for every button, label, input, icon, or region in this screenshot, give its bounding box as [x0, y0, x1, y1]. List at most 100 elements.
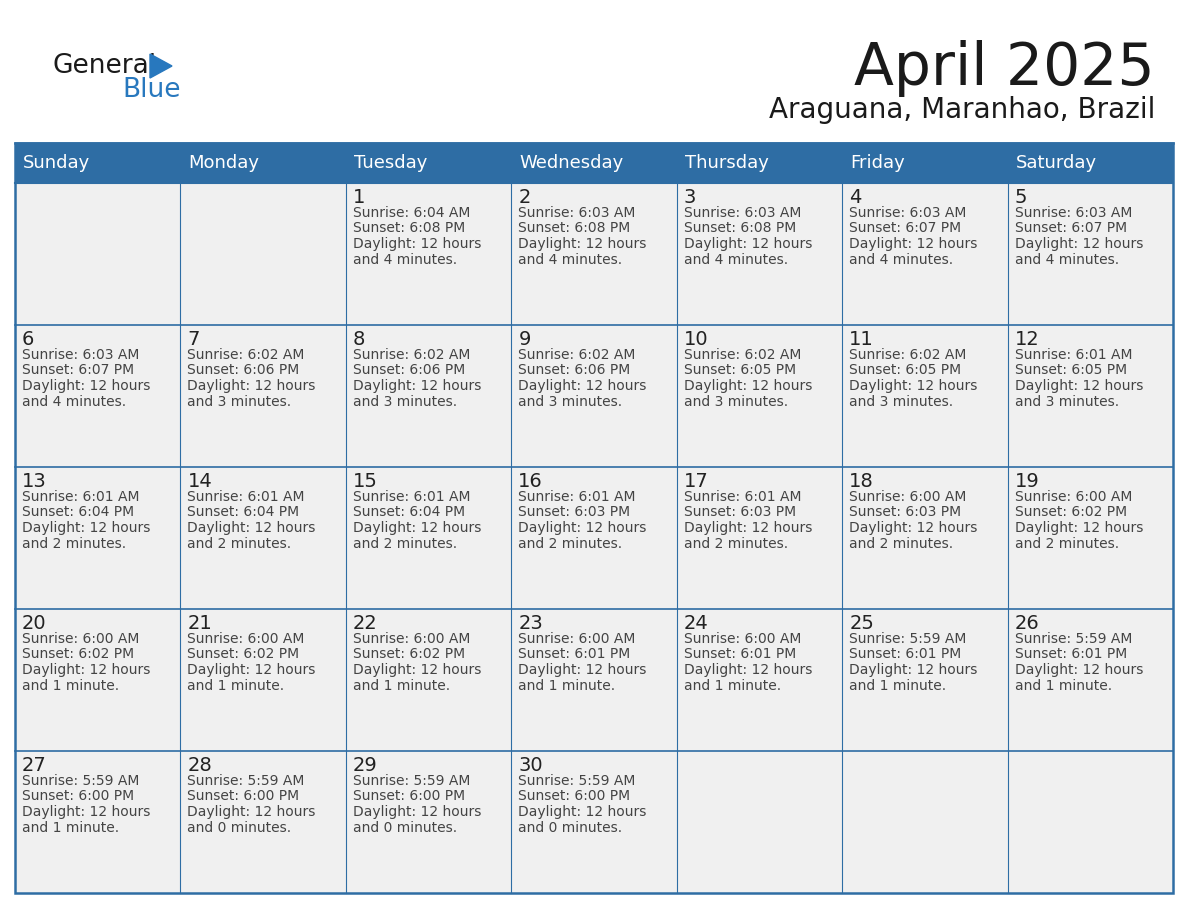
- Text: Daylight: 12 hours: Daylight: 12 hours: [684, 663, 813, 677]
- Bar: [842, 183, 1007, 325]
- Bar: [677, 609, 842, 751]
- Text: and 3 minutes.: and 3 minutes.: [188, 395, 291, 409]
- Text: 5: 5: [1015, 188, 1028, 207]
- Text: 22: 22: [353, 614, 378, 633]
- Text: and 0 minutes.: and 0 minutes.: [188, 821, 291, 834]
- Text: 6: 6: [23, 330, 34, 349]
- Text: Sunset: 6:01 PM: Sunset: 6:01 PM: [684, 647, 796, 662]
- Text: 9: 9: [518, 330, 531, 349]
- Bar: [346, 467, 511, 609]
- Text: and 1 minute.: and 1 minute.: [849, 678, 947, 692]
- Text: Daylight: 12 hours: Daylight: 12 hours: [188, 663, 316, 677]
- Bar: [346, 325, 511, 467]
- Text: and 4 minutes.: and 4 minutes.: [684, 252, 788, 266]
- Text: Daylight: 12 hours: Daylight: 12 hours: [23, 521, 151, 535]
- Text: Daylight: 12 hours: Daylight: 12 hours: [849, 237, 978, 251]
- Text: and 4 minutes.: and 4 minutes.: [849, 252, 953, 266]
- Text: 2: 2: [518, 188, 531, 207]
- Text: and 2 minutes.: and 2 minutes.: [684, 536, 788, 551]
- Text: 26: 26: [1015, 614, 1040, 633]
- Text: Sunrise: 5:59 AM: Sunrise: 5:59 AM: [188, 774, 305, 788]
- Bar: [15, 143, 1173, 893]
- Text: Sunrise: 5:59 AM: Sunrise: 5:59 AM: [518, 774, 636, 788]
- Text: 24: 24: [684, 614, 708, 633]
- Text: Sunset: 6:01 PM: Sunset: 6:01 PM: [849, 647, 961, 662]
- Bar: [511, 609, 677, 751]
- Bar: [15, 325, 181, 467]
- Text: and 2 minutes.: and 2 minutes.: [188, 536, 291, 551]
- Bar: [1007, 183, 1173, 325]
- Bar: [677, 751, 842, 893]
- Text: Sunrise: 5:59 AM: Sunrise: 5:59 AM: [23, 774, 139, 788]
- Text: Daylight: 12 hours: Daylight: 12 hours: [188, 805, 316, 819]
- Text: Saturday: Saturday: [1016, 154, 1097, 172]
- Text: Sunrise: 6:00 AM: Sunrise: 6:00 AM: [1015, 490, 1132, 504]
- Text: Daylight: 12 hours: Daylight: 12 hours: [684, 521, 813, 535]
- Text: and 1 minute.: and 1 minute.: [1015, 678, 1112, 692]
- Text: 13: 13: [23, 472, 46, 491]
- Text: Sunset: 6:00 PM: Sunset: 6:00 PM: [353, 789, 465, 803]
- Text: 23: 23: [518, 614, 543, 633]
- Text: 8: 8: [353, 330, 365, 349]
- Text: Sunday: Sunday: [23, 154, 90, 172]
- Text: Sunset: 6:03 PM: Sunset: 6:03 PM: [849, 506, 961, 520]
- Text: 29: 29: [353, 756, 378, 775]
- Text: Daylight: 12 hours: Daylight: 12 hours: [353, 805, 481, 819]
- Bar: [842, 467, 1007, 609]
- Text: Daylight: 12 hours: Daylight: 12 hours: [518, 663, 646, 677]
- Text: Sunrise: 5:59 AM: Sunrise: 5:59 AM: [849, 632, 967, 646]
- Text: Sunrise: 6:00 AM: Sunrise: 6:00 AM: [684, 632, 801, 646]
- Text: and 2 minutes.: and 2 minutes.: [23, 536, 126, 551]
- Text: Daylight: 12 hours: Daylight: 12 hours: [188, 521, 316, 535]
- Text: Sunrise: 6:03 AM: Sunrise: 6:03 AM: [518, 206, 636, 220]
- Text: 10: 10: [684, 330, 708, 349]
- Bar: [677, 183, 842, 325]
- Text: 1: 1: [353, 188, 365, 207]
- Text: 7: 7: [188, 330, 200, 349]
- Text: Sunrise: 5:59 AM: Sunrise: 5:59 AM: [353, 774, 470, 788]
- Text: Sunrise: 5:59 AM: Sunrise: 5:59 AM: [1015, 632, 1132, 646]
- Bar: [842, 325, 1007, 467]
- Text: Thursday: Thursday: [684, 154, 769, 172]
- Text: Sunrise: 6:01 AM: Sunrise: 6:01 AM: [23, 490, 139, 504]
- Text: 21: 21: [188, 614, 213, 633]
- Bar: [15, 609, 181, 751]
- Text: Sunrise: 6:00 AM: Sunrise: 6:00 AM: [849, 490, 967, 504]
- Text: and 0 minutes.: and 0 minutes.: [353, 821, 457, 834]
- Text: Sunset: 6:03 PM: Sunset: 6:03 PM: [518, 506, 631, 520]
- Text: 18: 18: [849, 472, 874, 491]
- Text: Daylight: 12 hours: Daylight: 12 hours: [849, 521, 978, 535]
- Text: and 1 minute.: and 1 minute.: [353, 678, 450, 692]
- Text: and 2 minutes.: and 2 minutes.: [518, 536, 623, 551]
- Text: Friday: Friday: [851, 154, 905, 172]
- Polygon shape: [150, 54, 172, 78]
- Text: Sunset: 6:02 PM: Sunset: 6:02 PM: [23, 647, 134, 662]
- Bar: [346, 751, 511, 893]
- Text: Daylight: 12 hours: Daylight: 12 hours: [518, 379, 646, 393]
- Text: Monday: Monday: [189, 154, 259, 172]
- Text: 28: 28: [188, 756, 213, 775]
- Bar: [15, 183, 181, 325]
- Text: 14: 14: [188, 472, 213, 491]
- Text: Sunrise: 6:02 AM: Sunrise: 6:02 AM: [518, 348, 636, 362]
- Bar: [511, 183, 677, 325]
- Bar: [1007, 751, 1173, 893]
- Text: Sunrise: 6:00 AM: Sunrise: 6:00 AM: [353, 632, 470, 646]
- Text: Sunset: 6:05 PM: Sunset: 6:05 PM: [849, 364, 961, 377]
- Text: Tuesday: Tuesday: [354, 154, 428, 172]
- Text: Daylight: 12 hours: Daylight: 12 hours: [353, 521, 481, 535]
- Text: and 1 minute.: and 1 minute.: [188, 678, 285, 692]
- Text: Sunset: 6:04 PM: Sunset: 6:04 PM: [23, 506, 134, 520]
- Text: Wednesday: Wednesday: [519, 154, 624, 172]
- Text: Daylight: 12 hours: Daylight: 12 hours: [188, 379, 316, 393]
- Text: Daylight: 12 hours: Daylight: 12 hours: [849, 663, 978, 677]
- Text: Sunset: 6:07 PM: Sunset: 6:07 PM: [23, 364, 134, 377]
- Text: Sunrise: 6:04 AM: Sunrise: 6:04 AM: [353, 206, 470, 220]
- Text: Sunrise: 6:03 AM: Sunrise: 6:03 AM: [684, 206, 801, 220]
- Text: 20: 20: [23, 614, 46, 633]
- Text: Daylight: 12 hours: Daylight: 12 hours: [23, 663, 151, 677]
- Text: Daylight: 12 hours: Daylight: 12 hours: [849, 379, 978, 393]
- Text: Sunrise: 6:00 AM: Sunrise: 6:00 AM: [518, 632, 636, 646]
- Text: 3: 3: [684, 188, 696, 207]
- Text: and 4 minutes.: and 4 minutes.: [353, 252, 457, 266]
